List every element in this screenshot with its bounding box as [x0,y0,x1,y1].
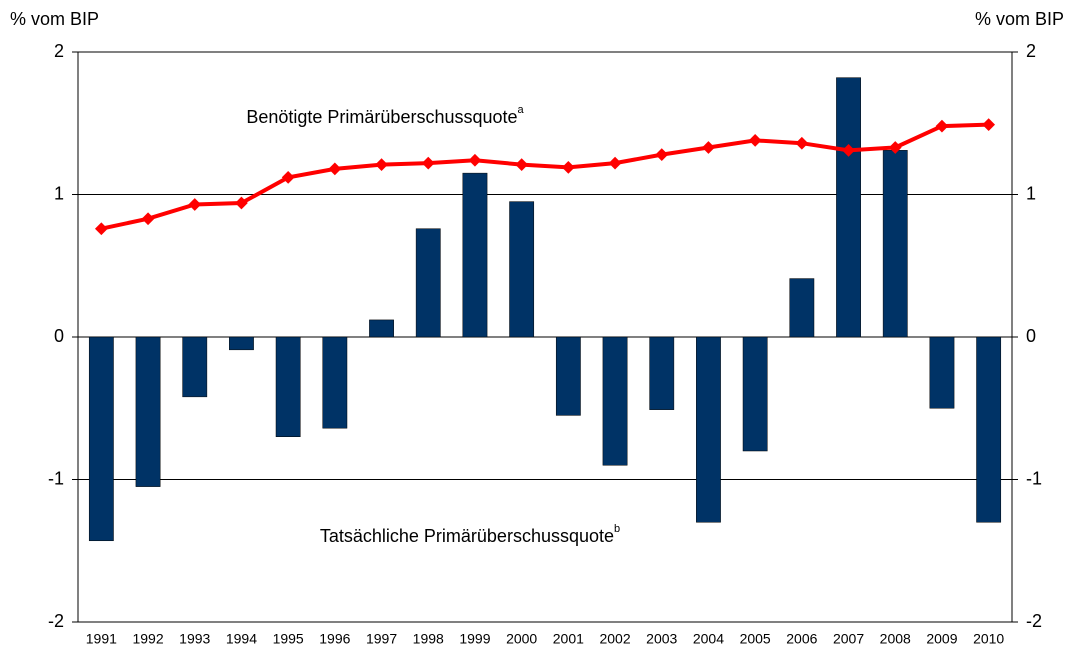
x-tick-label: 2010 [973,631,1004,647]
bar [882,150,908,338]
x-tick-label: 2000 [506,631,537,647]
marker [935,119,949,133]
bar [415,228,441,338]
series-name: Benötigte Primärüberschussquote [246,107,517,127]
y2-tick-label: 0 [1026,326,1036,346]
bar [229,336,254,351]
x-tick-label: 1993 [179,631,210,647]
bar [88,336,114,542]
x-tick-label: 1994 [226,631,257,647]
marker [982,118,996,132]
marker [795,136,809,150]
x-tick-label: 2006 [786,631,817,647]
bar [462,172,488,338]
x-tick-label: 2001 [553,631,584,647]
series-label: Benötigte Primärüberschussquotea [246,104,524,127]
marker [94,222,108,236]
x-tick-label: 1995 [273,631,304,647]
series-label: Tatsächliche Primärüberschussquoteb [320,523,620,546]
x-tick-label: 2008 [880,631,911,647]
x-tick-label: 1999 [459,631,490,647]
marker [655,148,669,161]
x-tick-label: 2004 [693,631,724,647]
marker [748,133,762,147]
marker [421,156,435,170]
y-tick-label: 0 [54,326,64,346]
marker [702,141,715,154]
marker [328,162,342,176]
marker [515,158,529,171]
x-tick-label: 2002 [599,631,630,647]
bar [182,336,208,398]
x-tick-label: 2003 [646,631,677,647]
x-tick-label: 2007 [833,631,864,647]
marker [188,198,202,211]
marker [561,161,575,174]
x-tick-label: 1991 [86,631,117,647]
y-tick-label: -1 [48,468,64,488]
y2-tick-label: -2 [1026,611,1042,631]
plot-border [77,51,1013,623]
bar [836,77,861,338]
bar [322,336,348,429]
bar [555,336,581,416]
x-tick-label: 1992 [132,631,163,647]
y2-tick-label: 2 [1026,41,1036,61]
series-superscript: b [614,523,620,535]
x-tick-label: 2009 [926,631,957,647]
bar [602,336,628,466]
y-tick-label: 2 [54,41,64,61]
x-tick-label: 1998 [413,631,444,647]
marker [375,158,388,171]
bar [369,319,394,338]
y2-axis-label: % vom BIP [975,9,1064,29]
series-name: Tatsächliche Primärüberschussquote [320,526,614,546]
marker [281,171,295,184]
bar [509,201,535,338]
bar [742,336,768,452]
line [100,122,989,231]
bar [929,336,955,409]
x-tick-label: 1997 [366,631,397,647]
marker [141,212,155,226]
marker [608,156,622,170]
bar [696,336,721,523]
y-tick-label: -2 [48,611,64,631]
bar [275,336,301,437]
y-tick-label: 1 [54,183,64,203]
y2-tick-label: 1 [1026,183,1036,203]
bar [649,336,675,410]
series-superscript: a [518,104,525,116]
marker [235,196,248,210]
y2-tick-label: -1 [1026,468,1042,488]
x-tick-label: 2005 [740,631,771,647]
bar [135,336,161,487]
bar [789,278,815,338]
marker [468,153,482,167]
bar [976,336,1002,523]
x-tick-label: 1996 [319,631,350,647]
y-axis-label: % vom BIP [10,9,99,29]
